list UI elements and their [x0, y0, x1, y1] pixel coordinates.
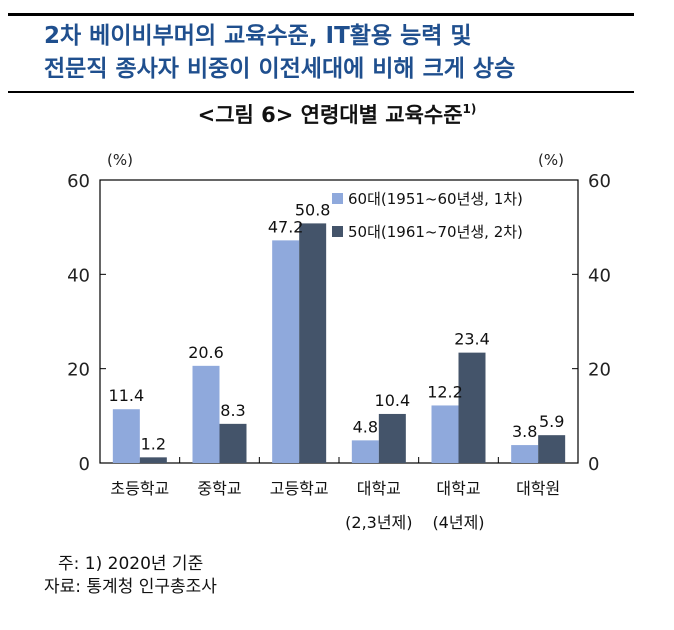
bar [139, 457, 167, 463]
headline-bottom-rule [8, 91, 634, 93]
data-label: 11.4 [109, 386, 145, 405]
y-unit-left: (%) [107, 151, 133, 169]
legend-swatch [332, 193, 343, 204]
bar [112, 409, 140, 463]
data-label: 1.2 [141, 434, 166, 453]
y-unit-right: (%) [538, 151, 564, 169]
footnote: 주: 1) 2020년 기준 [58, 554, 204, 574]
y-tick-label-left: 60 [67, 171, 90, 192]
x-tick-label: (4년제) [432, 513, 484, 532]
x-tick-label: 대학교 [357, 479, 401, 498]
y-tick-label-right: 60 [588, 171, 611, 192]
bar [192, 365, 220, 463]
bar [219, 423, 247, 463]
bar [378, 413, 406, 463]
legend-label: 50대(1961~70년생, 2차) [348, 223, 523, 241]
data-label: 50.8 [295, 200, 331, 219]
source-note: 자료: 통계청 인구총조사 [44, 577, 217, 597]
legend-label: 60대(1951~60년생, 1차) [348, 190, 523, 208]
headline-line-1: 2차 베이비부머의 교육수준, IT활용 능력 및 [44, 23, 472, 49]
x-tick-label: 고등학교 [270, 479, 329, 498]
x-tick-label: 대학원 [516, 479, 560, 498]
y-tick-label-left: 0 [79, 454, 90, 475]
bar [351, 440, 379, 463]
y-tick-label-left: 40 [67, 265, 90, 286]
x-tick-label: 중학교 [197, 479, 241, 498]
top-rule [8, 13, 634, 16]
x-tick-label: (2,3년제) [345, 513, 412, 532]
data-label: 23.4 [454, 330, 490, 349]
data-label: 10.4 [375, 391, 411, 410]
figure-title-footnote-mark: 1) [462, 102, 477, 116]
figure-title: <그림 6> 연령대별 교육수준1) [0, 99, 674, 129]
y-tick-label-left: 20 [67, 360, 90, 381]
data-label: 8.3 [220, 401, 245, 420]
data-label: 12.2 [427, 382, 463, 401]
headline: 2차 베이비부머의 교육수준, IT활용 능력 및 전문직 종사자 비중이 이전… [44, 20, 644, 86]
data-label: 3.8 [512, 422, 537, 441]
data-label: 4.8 [353, 417, 378, 436]
bar [458, 352, 486, 463]
data-label: 20.6 [188, 343, 224, 362]
x-tick-label: 대학교 [436, 479, 480, 498]
legend-swatch [332, 226, 343, 237]
bar [431, 405, 459, 463]
x-tick-label: 초등학교 [110, 479, 169, 498]
data-label: 47.2 [268, 217, 304, 236]
y-tick-label-right: 20 [588, 360, 611, 381]
notes: 주: 1) 2020년 기준 자료: 통계청 인구총조사 [44, 553, 217, 599]
y-tick-label-right: 40 [588, 265, 611, 286]
data-label: 5.9 [539, 412, 564, 431]
headline-line-2: 전문직 종사자 비중이 이전세대에 비해 크게 상승 [44, 56, 516, 82]
bar [272, 240, 300, 463]
bar-chart: 0 0 20 20 40 40 60 60 (%) (%) 11.4 1.2 초등학교 20.6 8.3 중… [67, 151, 611, 532]
bar [299, 223, 327, 463]
bar [511, 445, 539, 463]
bar [538, 435, 566, 463]
figure-title-text: <그림 6> 연령대별 교육수준 [197, 103, 463, 127]
y-tick-label-right: 0 [588, 454, 599, 475]
